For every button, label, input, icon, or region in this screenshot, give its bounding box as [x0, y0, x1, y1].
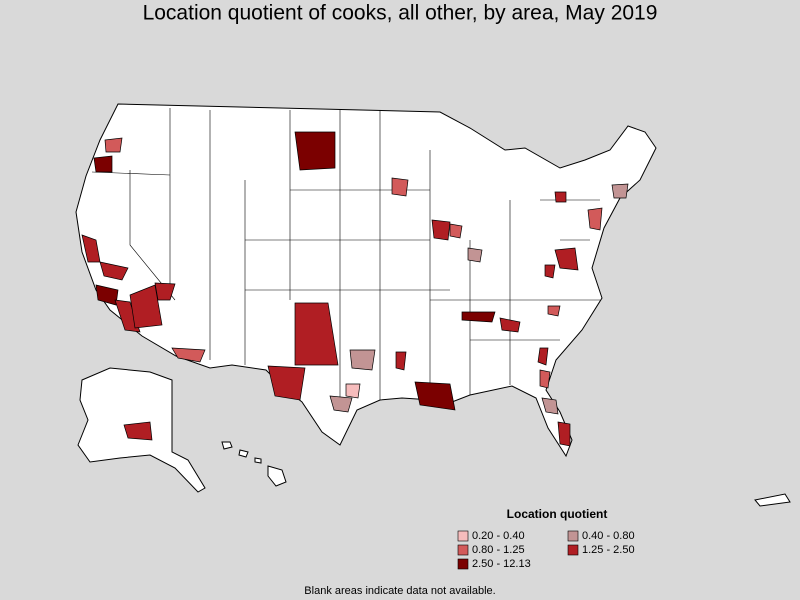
footnote: Blank areas indicate data not available. [304, 585, 495, 597]
area [171, 347, 206, 363]
legend-label: 0.80 - 1.25 [472, 544, 525, 556]
area [537, 347, 549, 366]
legend-swatch [567, 544, 579, 556]
area [329, 395, 353, 413]
legend-swatch [457, 530, 469, 542]
legend-swatch [457, 544, 469, 556]
area [391, 177, 409, 197]
area [554, 191, 567, 203]
legend-label: 0.20 - 0.40 [472, 530, 525, 542]
legend-label: 1.25 - 2.50 [582, 544, 635, 556]
hawaii [221, 441, 287, 487]
legend-title: Location quotient [507, 507, 608, 521]
area [294, 131, 336, 171]
legend: 0.20 - 0.40 0.40 - 0.80 0.80 - 1.25 1.25 - … [457, 530, 635, 570]
area [345, 383, 361, 399]
area [154, 282, 176, 301]
legend-label: 0.40 - 0.80 [582, 530, 635, 542]
area [461, 311, 496, 323]
area [431, 219, 451, 241]
area [611, 183, 629, 199]
area [539, 369, 551, 389]
area [544, 264, 556, 279]
area [267, 365, 306, 401]
area [587, 207, 603, 231]
area [554, 247, 579, 271]
area [349, 349, 376, 371]
area [414, 381, 456, 411]
area [541, 397, 559, 415]
area [104, 137, 123, 153]
contiguous-us [75, 103, 657, 458]
area [547, 305, 561, 317]
area [395, 351, 407, 371]
area [93, 155, 113, 173]
shaded-areas [81, 131, 629, 447]
legend-label: 2.50 - 12.13 [472, 558, 531, 570]
area [499, 317, 521, 333]
legend-swatch [457, 558, 469, 570]
area [449, 223, 463, 239]
area [114, 299, 141, 333]
area [557, 421, 571, 447]
area [95, 284, 119, 306]
area [99, 261, 129, 281]
map-title: Location quotient of cooks, all other, b… [143, 2, 658, 25]
area [123, 421, 153, 441]
legend-swatch [567, 530, 579, 542]
area [294, 302, 339, 366]
area [467, 247, 483, 263]
area [129, 284, 163, 329]
puerto-rico [754, 493, 791, 507]
